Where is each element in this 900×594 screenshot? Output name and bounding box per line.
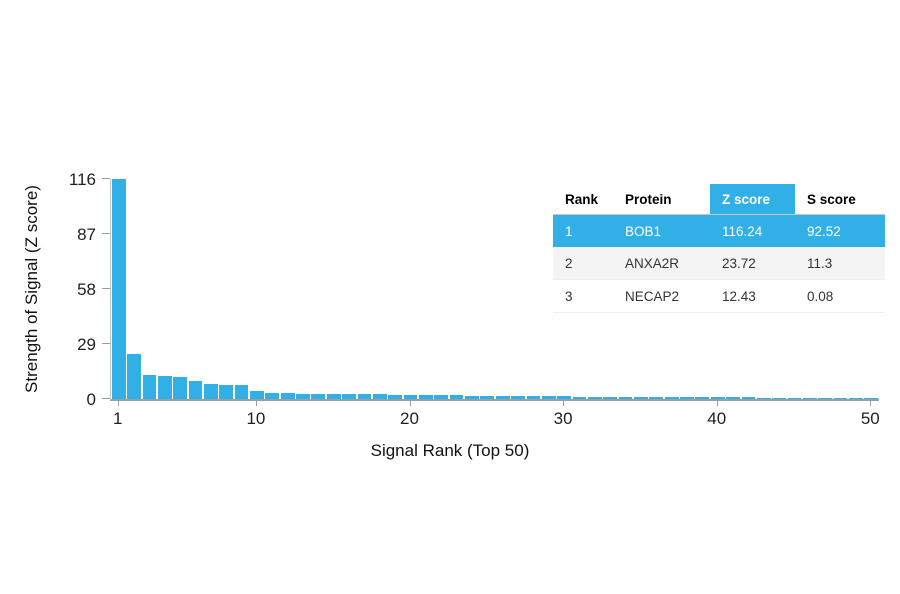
- signal-bar: [357, 394, 372, 399]
- signal-bar: [603, 396, 618, 399]
- signal-bar: [219, 384, 234, 399]
- x-tick-label: 1: [112, 409, 123, 428]
- signal-bar: [756, 397, 771, 399]
- signal-bar: [480, 395, 495, 399]
- signal-bar: [434, 395, 449, 399]
- y-tick-mark: [102, 343, 110, 344]
- x-tick-label: 20: [400, 409, 419, 428]
- signal-bar: [403, 394, 418, 399]
- signal-bar: [234, 385, 249, 399]
- x-tick-mark: [118, 401, 119, 406]
- signal-bar: [618, 396, 633, 399]
- table-cell: ANXA2R: [625, 255, 680, 271]
- y-tick-label: 87: [77, 225, 96, 244]
- signal-bar: [495, 395, 510, 399]
- plot-area: [110, 179, 879, 401]
- x-tick-mark: [717, 401, 718, 406]
- table-cell: 1: [565, 223, 573, 239]
- table-cell: 2: [565, 255, 573, 271]
- y-tick-mark: [102, 398, 110, 399]
- column-header-zscore: Z score: [710, 184, 795, 214]
- column-header-sscore: S score: [807, 191, 856, 207]
- y-axis-title-text: Strength of Signal (Z score): [22, 185, 41, 393]
- x-tick-label: 10: [246, 409, 266, 428]
- signal-bar: [680, 397, 694, 399]
- column-header-rank: Rank: [565, 191, 599, 207]
- x-tick-label: 40: [707, 409, 727, 428]
- signal-bar: [526, 396, 541, 399]
- signal-bar: [388, 394, 403, 399]
- signal-bar: [372, 394, 387, 399]
- table-cell: 92.52: [807, 223, 841, 239]
- signal-bar: [741, 397, 756, 399]
- x-tick-mark: [870, 401, 871, 406]
- signal-bar: [833, 398, 848, 399]
- y-tick-mark: [102, 288, 110, 289]
- signal-bar: [157, 376, 172, 399]
- x-tick-mark: [256, 401, 257, 406]
- signal-bar: [557, 396, 571, 399]
- signal-bar: [419, 395, 433, 399]
- signal-bar: [311, 393, 326, 399]
- table-body: 1 BOB1 116.24 92.52 2 ANXA2R 23.72 11.3 3 NECAP2 1…: [553, 215, 885, 313]
- signal-bar: [511, 396, 525, 399]
- table-cell: 3: [565, 288, 573, 304]
- signal-bar: [695, 397, 710, 399]
- table-cell: 23.72: [722, 255, 756, 271]
- x-tick-mark: [563, 401, 564, 406]
- signal-bar: [726, 397, 740, 399]
- table-cell: 116.24: [722, 223, 763, 239]
- y-tick-label: 116: [68, 170, 96, 189]
- x-tick-label: 30: [553, 409, 573, 428]
- signal-bar: [296, 393, 310, 399]
- y-tick-mark: [102, 233, 110, 234]
- signal-bar: [203, 384, 218, 399]
- signal-bar: [587, 396, 602, 399]
- y-tick-label: 0: [86, 390, 96, 409]
- signal-bar: [710, 397, 725, 399]
- signal-bar: [265, 392, 280, 399]
- table-row: 1 BOB1 116.24 92.52: [553, 215, 885, 247]
- signal-bar: [280, 393, 295, 399]
- signal-bar: [127, 354, 141, 399]
- signal-bar: [188, 381, 203, 399]
- table-cell: NECAP2: [625, 288, 680, 304]
- signal-bar: [864, 398, 879, 399]
- table-header-row: Rank Protein Z score S score: [553, 184, 885, 215]
- signal-bar: [250, 390, 264, 399]
- column-header-protein: Protein: [625, 191, 672, 207]
- signal-bar: [465, 395, 479, 399]
- table-row: 3 NECAP2 12.43 0.08: [553, 280, 885, 313]
- signal-bar: [649, 396, 664, 399]
- signal-bar: [342, 394, 356, 399]
- x-tick-label: 50: [860, 409, 880, 428]
- table-cell: 0.08: [807, 288, 834, 304]
- signal-bar: [849, 398, 863, 399]
- signal-bar: [664, 397, 679, 399]
- signal-bar: [173, 376, 187, 399]
- y-tick-mark: [102, 178, 110, 179]
- table-cell: 12.43: [722, 288, 756, 304]
- signal-bar: [787, 397, 802, 399]
- x-tick-mark: [410, 401, 411, 406]
- signal-bar: [803, 397, 817, 399]
- table-cell: BOB1: [625, 223, 662, 239]
- signal-bar: [818, 398, 833, 399]
- signal-bar: [142, 375, 157, 399]
- signal-bar: [572, 396, 587, 399]
- y-tick-label: 29: [77, 335, 96, 354]
- signal-bar: [111, 179, 126, 399]
- signal-bar: [326, 393, 341, 399]
- signal-bar: [541, 396, 556, 399]
- table-row: 2 ANXA2R 23.72 11.3: [553, 247, 885, 280]
- signal-bar: [449, 395, 464, 399]
- y-axis-title: Strength of Signal (Z score): [13, 179, 51, 399]
- signal-bar: [772, 397, 787, 399]
- y-tick-label: 58: [77, 280, 96, 299]
- x-axis-title: Signal Rank (Top 50): [370, 441, 530, 460]
- top-proteins-table: Rank Protein Z score S score 1 BOB1 116.24…: [553, 184, 885, 313]
- table-cell: 11.3: [807, 255, 833, 271]
- signal-bar: [634, 396, 648, 399]
